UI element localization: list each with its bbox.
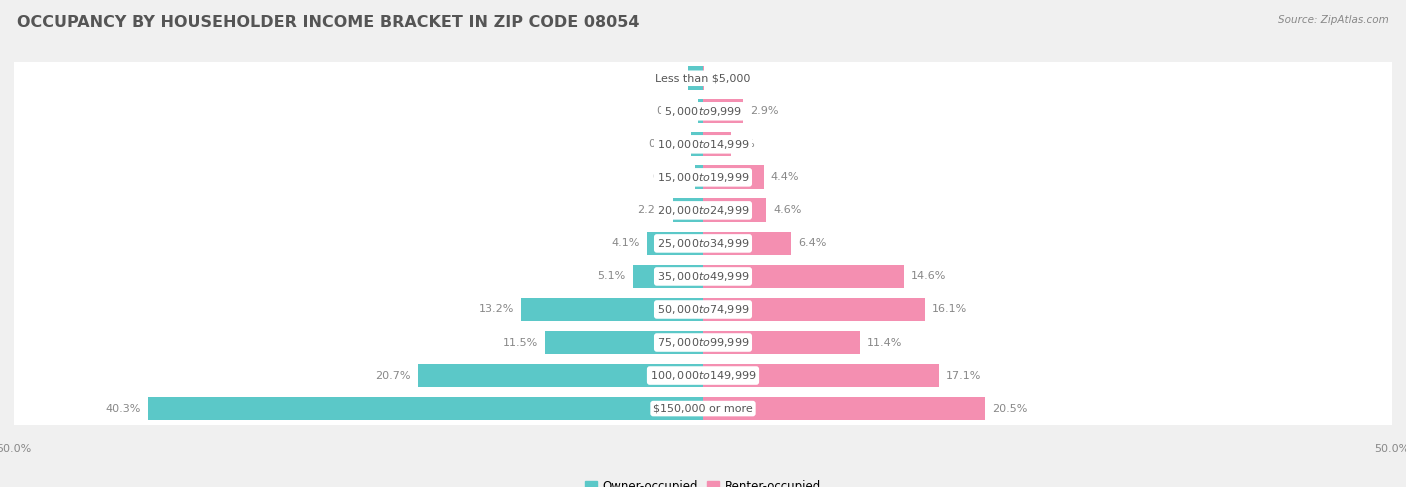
- Text: Less than $5,000: Less than $5,000: [655, 73, 751, 83]
- Text: 20.7%: 20.7%: [375, 371, 411, 380]
- Bar: [0, 161, 1406, 194]
- Bar: [633, 264, 703, 288]
- Text: 16.1%: 16.1%: [932, 304, 967, 315]
- Text: 14.6%: 14.6%: [911, 271, 946, 281]
- Text: 2.9%: 2.9%: [749, 106, 779, 116]
- Text: Source: ZipAtlas.com: Source: ZipAtlas.com: [1278, 15, 1389, 25]
- Text: $5,000 to $9,999: $5,000 to $9,999: [664, 105, 742, 118]
- Text: 4.4%: 4.4%: [770, 172, 799, 182]
- Text: 20.5%: 20.5%: [993, 404, 1028, 413]
- Bar: [672, 199, 703, 222]
- Bar: [703, 132, 731, 156]
- Bar: [703, 331, 860, 355]
- Bar: [703, 298, 925, 321]
- Text: 0.35%: 0.35%: [657, 106, 692, 116]
- Text: 0.09%: 0.09%: [711, 73, 747, 83]
- Text: 0.89%: 0.89%: [648, 139, 683, 150]
- Text: $20,000 to $24,999: $20,000 to $24,999: [657, 204, 749, 217]
- Text: $50,000 to $74,999: $50,000 to $74,999: [657, 303, 749, 316]
- Text: 6.4%: 6.4%: [799, 239, 827, 248]
- Bar: [703, 166, 763, 189]
- Text: 2%: 2%: [738, 139, 755, 150]
- Text: 17.1%: 17.1%: [945, 371, 981, 380]
- Bar: [0, 293, 1406, 326]
- Text: 5.1%: 5.1%: [598, 271, 626, 281]
- Text: 40.3%: 40.3%: [105, 404, 141, 413]
- Bar: [690, 132, 703, 156]
- Bar: [703, 231, 792, 255]
- Text: $150,000 or more: $150,000 or more: [654, 404, 752, 413]
- Bar: [0, 359, 1406, 392]
- Legend: Owner-occupied, Renter-occupied: Owner-occupied, Renter-occupied: [585, 480, 821, 487]
- Text: 1.1%: 1.1%: [652, 73, 681, 83]
- Bar: [0, 227, 1406, 260]
- Bar: [703, 397, 986, 420]
- Text: 4.6%: 4.6%: [773, 206, 801, 215]
- Bar: [0, 260, 1406, 293]
- Bar: [522, 298, 703, 321]
- Text: $100,000 to $149,999: $100,000 to $149,999: [650, 369, 756, 382]
- Text: $10,000 to $14,999: $10,000 to $14,999: [657, 138, 749, 151]
- Bar: [688, 66, 703, 90]
- Bar: [0, 194, 1406, 227]
- Bar: [0, 62, 1406, 95]
- Bar: [703, 264, 904, 288]
- Text: OCCUPANCY BY HOUSEHOLDER INCOME BRACKET IN ZIP CODE 08054: OCCUPANCY BY HOUSEHOLDER INCOME BRACKET …: [17, 15, 640, 30]
- Text: 2.2%: 2.2%: [637, 206, 666, 215]
- Bar: [699, 99, 703, 123]
- Bar: [0, 95, 1406, 128]
- Bar: [0, 392, 1406, 425]
- Text: 0.59%: 0.59%: [652, 172, 688, 182]
- Text: 11.5%: 11.5%: [502, 337, 537, 348]
- Bar: [695, 166, 703, 189]
- Bar: [148, 397, 703, 420]
- Bar: [0, 128, 1406, 161]
- Bar: [703, 199, 766, 222]
- Bar: [544, 331, 703, 355]
- Text: 4.1%: 4.1%: [612, 239, 640, 248]
- Text: $75,000 to $99,999: $75,000 to $99,999: [657, 336, 749, 349]
- Text: 13.2%: 13.2%: [479, 304, 515, 315]
- Bar: [703, 364, 939, 388]
- Text: 11.4%: 11.4%: [868, 337, 903, 348]
- Bar: [703, 99, 742, 123]
- Bar: [0, 326, 1406, 359]
- Bar: [418, 364, 703, 388]
- Bar: [647, 231, 703, 255]
- Text: $15,000 to $19,999: $15,000 to $19,999: [657, 171, 749, 184]
- Text: $25,000 to $34,999: $25,000 to $34,999: [657, 237, 749, 250]
- Text: $35,000 to $49,999: $35,000 to $49,999: [657, 270, 749, 283]
